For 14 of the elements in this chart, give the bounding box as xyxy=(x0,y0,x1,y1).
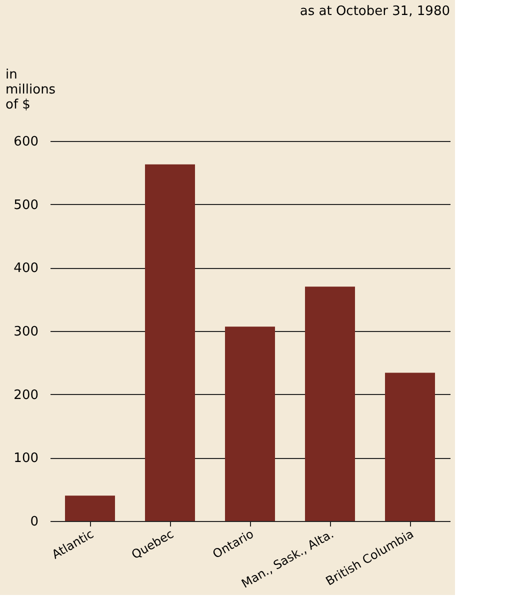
bar xyxy=(145,164,195,521)
y-tick-label: 0 xyxy=(30,514,38,530)
bar xyxy=(65,496,115,521)
y-tick-label: 600 xyxy=(14,134,38,150)
bar xyxy=(225,326,275,521)
chart-title: as at October 31, 1980 xyxy=(300,4,450,19)
y-tick-label: 200 xyxy=(14,388,38,403)
bar xyxy=(305,286,355,521)
y-tick-label: 100 xyxy=(14,451,38,466)
bar xyxy=(385,372,435,521)
y-tick-label: 500 xyxy=(14,198,38,213)
y-tick-label: 300 xyxy=(14,324,38,340)
y-axis-title: in millions of $ xyxy=(6,68,56,112)
y-tick-label: 400 xyxy=(14,261,38,276)
